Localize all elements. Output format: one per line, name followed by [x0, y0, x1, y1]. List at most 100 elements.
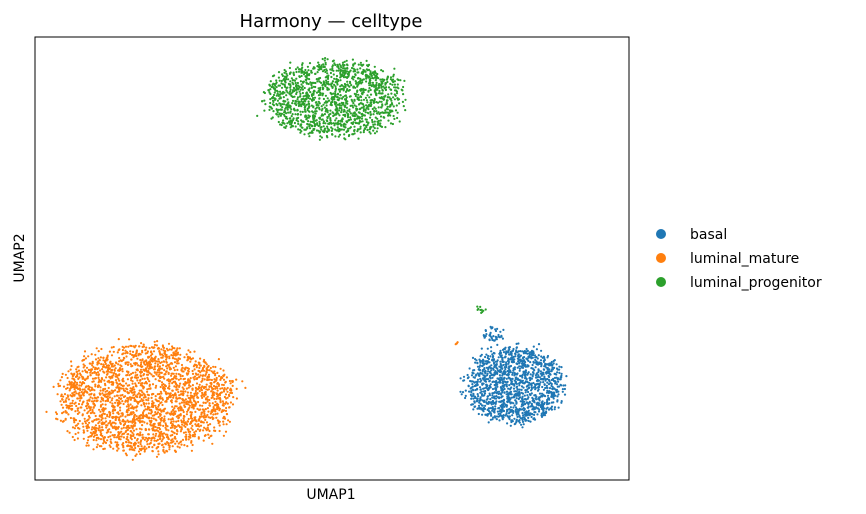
data-point — [484, 404, 487, 407]
data-point — [173, 407, 176, 410]
data-point — [75, 392, 78, 395]
data-point — [330, 129, 333, 132]
data-point — [367, 112, 370, 115]
data-point — [538, 399, 541, 402]
data-point — [171, 426, 174, 429]
data-point — [276, 92, 279, 95]
data-point — [84, 369, 87, 372]
data-point — [534, 386, 537, 390]
data-point — [293, 107, 296, 110]
data-point — [190, 358, 193, 361]
data-point — [107, 366, 110, 369]
data-point — [536, 363, 540, 366]
data-point — [207, 364, 210, 368]
data-point — [324, 122, 327, 125]
data-point — [291, 125, 294, 128]
data-point — [521, 350, 524, 353]
data-point — [217, 384, 220, 387]
data-point — [388, 96, 391, 99]
data-point — [219, 378, 222, 381]
data-point — [350, 66, 354, 70]
data-point — [83, 420, 87, 423]
data-point — [542, 411, 545, 414]
data-point — [272, 93, 276, 97]
data-point — [345, 96, 348, 99]
data-point — [289, 71, 292, 75]
data-point — [501, 388, 504, 391]
data-point — [538, 402, 541, 405]
data-point — [226, 386, 229, 390]
data-point — [376, 127, 379, 130]
data-point — [122, 387, 125, 390]
data-point — [108, 350, 111, 353]
data-point — [268, 83, 271, 86]
data-point — [105, 373, 109, 376]
data-point — [331, 80, 335, 83]
data-point — [515, 346, 518, 349]
data-point — [187, 369, 190, 372]
data-point — [163, 369, 166, 372]
data-point — [353, 129, 356, 133]
data-point — [159, 390, 162, 393]
data-point — [483, 407, 486, 411]
data-point — [529, 420, 532, 423]
data-point — [309, 91, 312, 94]
data-point — [169, 367, 172, 371]
data-point — [108, 421, 111, 424]
data-point — [143, 382, 146, 385]
data-point — [165, 358, 168, 361]
data-point — [203, 412, 206, 415]
data-point — [112, 412, 115, 415]
data-point — [301, 62, 304, 65]
data-point — [114, 389, 117, 392]
data-point — [110, 354, 114, 357]
data-point — [207, 410, 210, 413]
data-point — [487, 354, 490, 358]
data-point — [170, 401, 173, 404]
data-point — [530, 367, 533, 370]
data-point — [85, 390, 88, 393]
data-point — [89, 396, 92, 399]
data-point — [392, 105, 395, 108]
data-point — [224, 381, 227, 384]
data-point — [481, 399, 484, 402]
data-point — [91, 420, 94, 423]
data-point — [318, 122, 321, 125]
data-point — [73, 372, 76, 375]
data-point — [231, 384, 234, 387]
data-point — [517, 408, 520, 411]
data-point — [484, 375, 487, 378]
data-point — [111, 362, 114, 365]
data-point — [521, 420, 525, 423]
data-point — [83, 382, 86, 385]
data-point — [213, 426, 216, 429]
data-point — [148, 372, 152, 375]
data-point — [189, 391, 192, 394]
data-point — [198, 390, 201, 393]
data-point — [474, 361, 477, 364]
data-point — [331, 60, 334, 63]
data-point — [542, 368, 545, 371]
data-point — [203, 434, 206, 437]
data-point — [526, 384, 529, 387]
data-point — [311, 96, 315, 100]
data-point — [212, 391, 215, 394]
data-point — [523, 394, 526, 397]
data-point — [105, 364, 109, 367]
data-point — [357, 96, 360, 99]
data-point — [83, 355, 86, 358]
data-point — [301, 63, 304, 66]
data-point — [526, 414, 529, 417]
data-point — [97, 427, 100, 430]
data-point — [201, 391, 204, 394]
data-point — [522, 386, 525, 389]
data-point — [194, 360, 197, 363]
data-point — [380, 100, 383, 103]
data-point — [507, 369, 510, 373]
data-point — [498, 419, 501, 422]
data-point — [198, 415, 202, 418]
data-point — [119, 364, 122, 367]
data-point — [521, 397, 524, 400]
data-point — [489, 383, 492, 386]
data-point — [77, 402, 81, 406]
